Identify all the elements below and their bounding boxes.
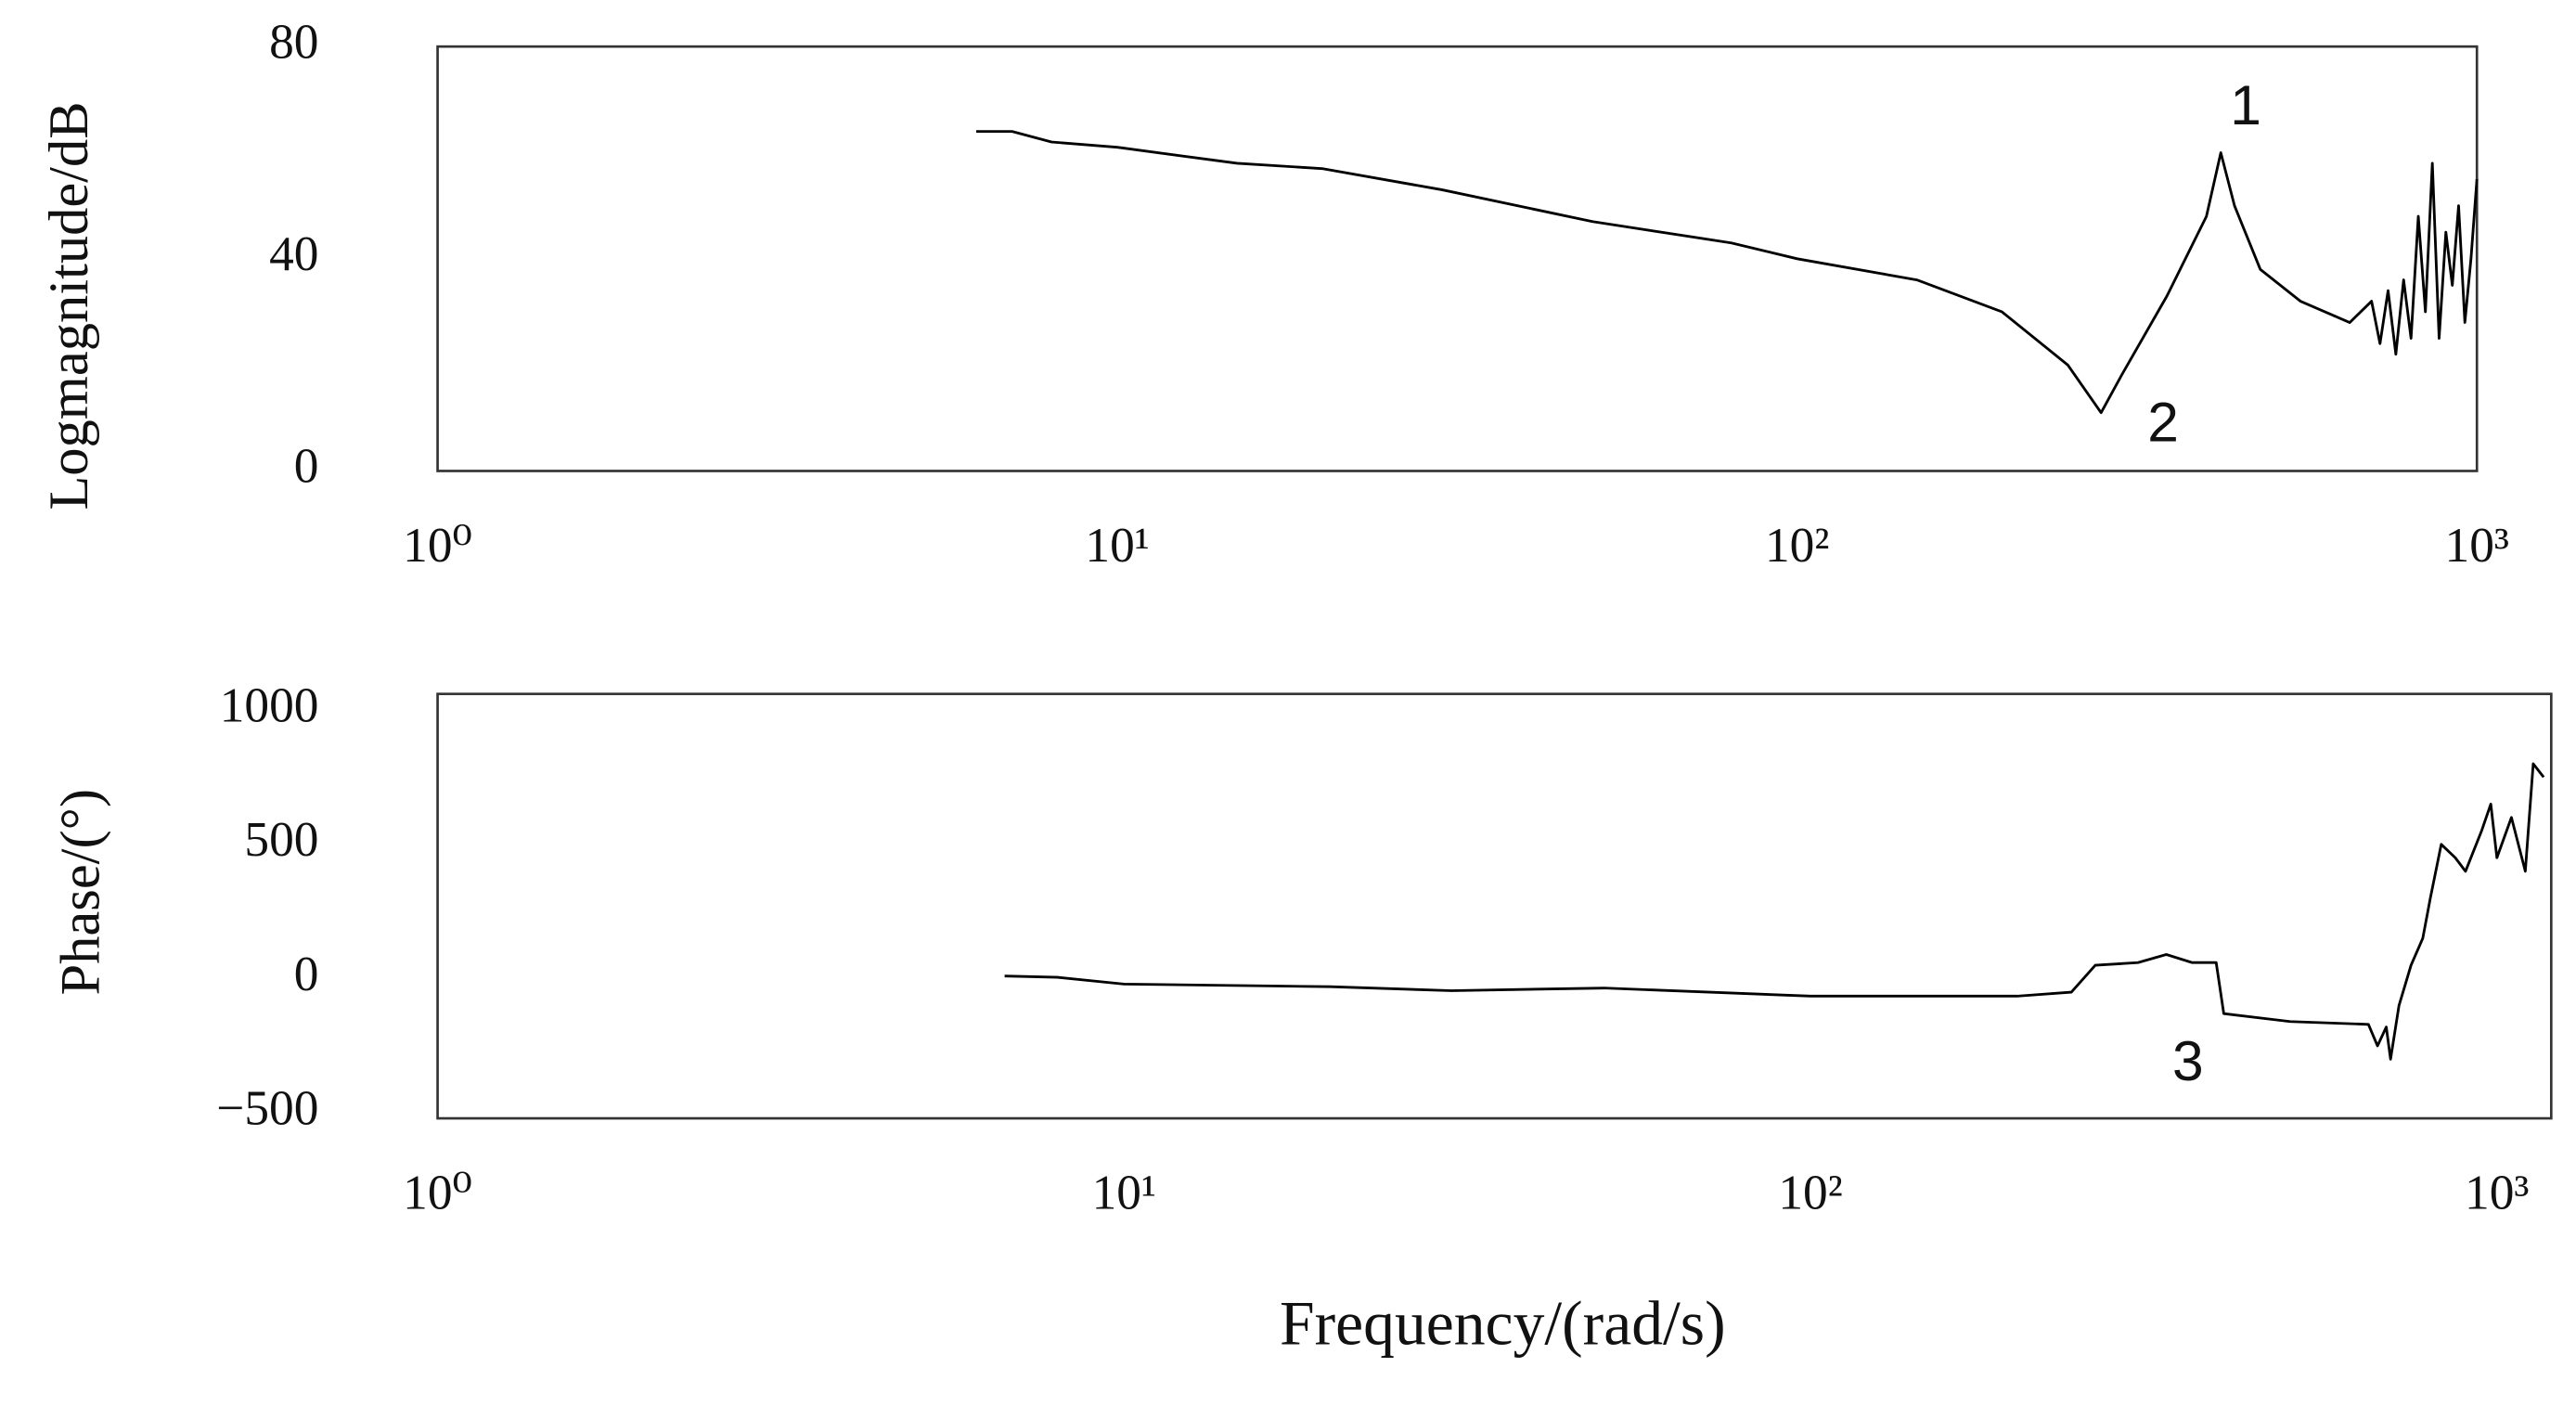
x-tick-label: 10⁰ <box>403 1165 472 1220</box>
x-tick-label: 10¹ <box>1092 1165 1156 1220</box>
data-line <box>1004 762 2545 1061</box>
data-line <box>976 130 2479 415</box>
x-tick-label: 10¹ <box>1085 517 1149 573</box>
x-tick-label: 10³ <box>2445 517 2509 573</box>
x-tick-label: 10² <box>1765 517 1829 573</box>
annotation: 2 <box>2147 390 2179 453</box>
x-tick-label: 10³ <box>2465 1165 2529 1220</box>
x-tick-label: 10² <box>1778 1165 1842 1220</box>
y-tick-label: 0 <box>294 946 319 1001</box>
y-tick-label: 1000 <box>220 677 319 732</box>
y-tick-label: 80 <box>269 13 318 69</box>
y-axis-label: Logmagnitude/dB <box>38 101 100 510</box>
y-tick-label: 0 <box>294 438 319 494</box>
x-tick-label: 10⁰ <box>403 517 472 573</box>
x-axis-label: Frequency/(rad/s) <box>1280 1288 1726 1358</box>
y-tick-label: 40 <box>269 226 318 281</box>
plot-frame <box>436 692 2553 1120</box>
plot-frame <box>436 45 2479 472</box>
y-tick-label: −500 <box>216 1080 318 1136</box>
annotation: 3 <box>2172 1029 2204 1092</box>
y-axis-label: Phase/(°) <box>49 789 111 995</box>
annotation: 1 <box>2230 73 2261 136</box>
y-tick-label: 500 <box>244 811 318 867</box>
